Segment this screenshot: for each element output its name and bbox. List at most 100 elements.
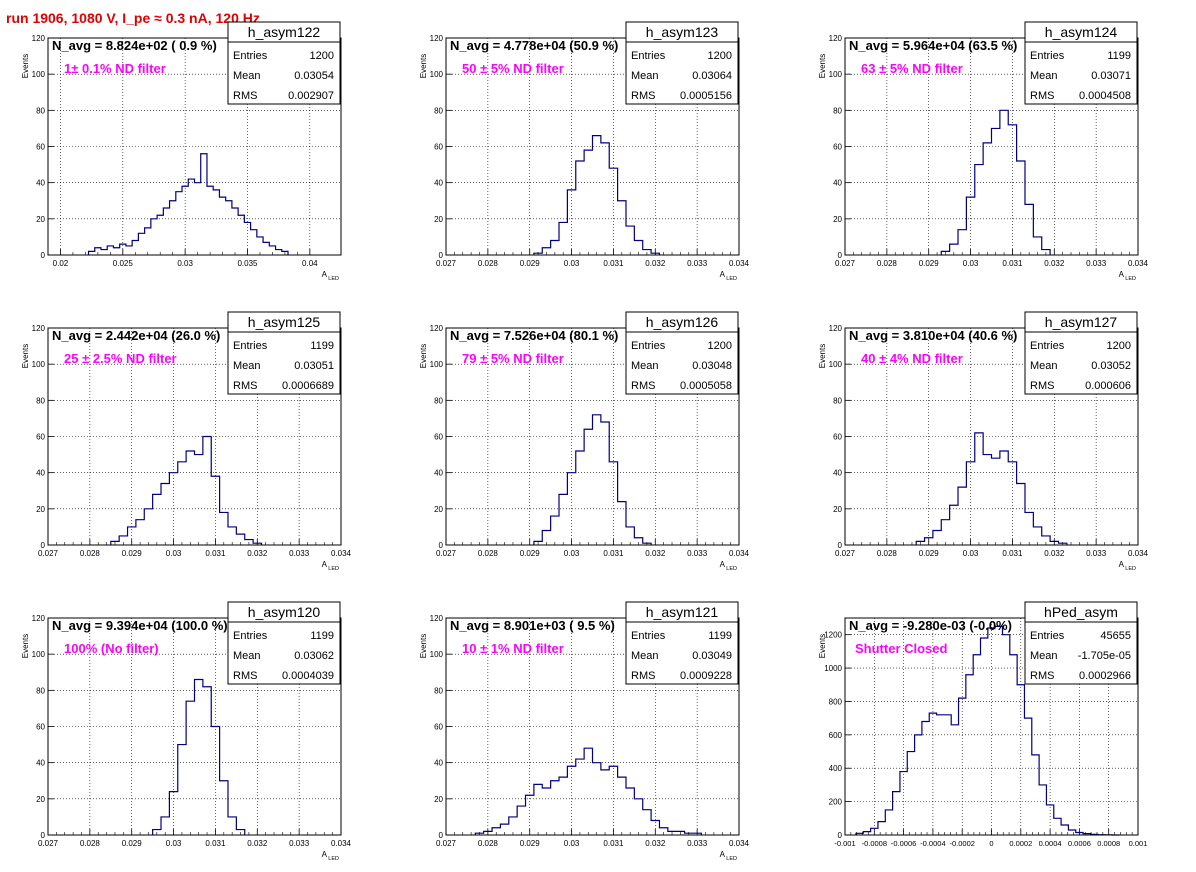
y-tick-label: 120 — [829, 34, 843, 43]
x-axis-label-subscript: LED — [726, 856, 737, 862]
x-tick-label: 0.033 — [289, 839, 310, 848]
x-tick-label: 0.028 — [877, 259, 898, 268]
y-tick-label: 0 — [838, 541, 843, 550]
x-axis-label: A — [322, 270, 328, 279]
stats-value: -1.705e-05 — [1078, 650, 1131, 662]
x-axis-label: A — [720, 560, 726, 569]
stats-label: RMS — [631, 670, 655, 682]
stats-value: 0.0004508 — [1079, 90, 1131, 102]
histogram-panel-h_asym121: 0.027 0.028 0.029 0.03 0.031 0.032 0.033 0.034 0… — [419, 601, 750, 862]
x-tick-label: 0.032 — [247, 549, 268, 558]
stats-value: 1199 — [1107, 50, 1131, 62]
navg-label: N_avg = 3.810e+04 (40.6 %) — [849, 328, 1017, 343]
stats-label: Entries — [233, 630, 268, 642]
y-tick-label: 60 — [36, 143, 45, 152]
histogram-panel-h_asym127: 0.027 0.028 0.029 0.03 0.031 0.032 0.033 0.034 0… — [818, 311, 1149, 572]
stats-label: RMS — [1030, 380, 1054, 392]
y-axis-label: Events — [419, 634, 428, 658]
stats-box — [227, 21, 341, 105]
histogram-series-h_asym126 — [533, 414, 652, 545]
y-tick-label: 600 — [829, 731, 843, 740]
stats-label: Mean — [1030, 650, 1058, 662]
x-tick-label: 0.032 — [645, 839, 666, 848]
stats-label: RMS — [631, 380, 655, 392]
stats-value: 0.0006689 — [282, 380, 334, 392]
filter-label: 63 ± 5% ND filter — [861, 61, 963, 76]
y-tick-label: 120 — [32, 614, 46, 623]
x-tick-label: 0.027 — [436, 259, 457, 268]
stats-label: RMS — [233, 670, 257, 682]
x-tick-label: -0.0002 — [949, 839, 974, 848]
histogram-panel-h_asym120: 0.027 0.028 0.029 0.03 0.031 0.032 0.033 0.034 0… — [21, 601, 352, 862]
navg-label: N_avg = 9.394e+04 (100.0 %) — [52, 618, 228, 633]
stats-value: 1200 — [310, 50, 334, 62]
x-tick-label: 0.031 — [205, 549, 226, 558]
x-tick-label: 0.03 — [166, 549, 182, 558]
x-tick-label: 0.029 — [122, 549, 143, 558]
x-tick-label: 0.027 — [835, 259, 856, 268]
stats-value: 0.03071 — [1091, 70, 1131, 82]
filter-label: 10 ± 1% ND filter — [462, 641, 564, 656]
stats-box — [625, 601, 739, 685]
navg-label: N_avg = 8.901e+03 ( 9.5 %) — [450, 618, 615, 633]
y-tick-label: 120 — [829, 324, 843, 333]
stats-label: Entries — [233, 50, 268, 62]
x-axis-label-subscript: LED — [328, 856, 339, 862]
x-tick-label: 0.028 — [877, 549, 898, 558]
x-tick-label: 0.033 — [687, 839, 708, 848]
stats-label: Mean — [631, 360, 659, 372]
y-tick-label: 20 — [434, 505, 443, 514]
x-tick-label: 0.029 — [919, 549, 940, 558]
x-tick-label: 0.034 — [331, 839, 352, 848]
stats-value: 0.03049 — [692, 650, 732, 662]
stats-value: 0.03062 — [294, 650, 334, 662]
y-tick-label: 100 — [430, 360, 444, 369]
stats-value: 0.03048 — [692, 360, 732, 372]
x-tick-label: 0.0006 — [1068, 839, 1091, 848]
navg-label: N_avg = 8.824e+02 ( 0.9 %) — [52, 38, 217, 53]
x-tick-label: 0.035 — [237, 259, 258, 268]
x-tick-label: 0.027 — [38, 549, 59, 558]
stats-label: RMS — [1030, 90, 1054, 102]
x-axis-label-subscript: LED — [726, 566, 737, 572]
histogram-series-h_asym124 — [940, 109, 1051, 255]
navg-label: N_avg = -9.280e-03 (-0.0%) — [849, 618, 1012, 633]
x-tick-label: 0.028 — [478, 549, 499, 558]
x-axis-label-subscript: LED — [328, 566, 339, 572]
y-tick-label: 80 — [833, 106, 842, 115]
y-tick-label: 120 — [430, 614, 444, 623]
y-tick-label: 20 — [434, 215, 443, 224]
y-tick-label: 0 — [41, 251, 46, 260]
histogram-panel-hPed_asym: -0.001 -0.0008 -0.0006 -0.0004 -0.0002 0 0.000… — [818, 601, 1147, 848]
y-tick-label: 60 — [833, 433, 842, 442]
y-tick-label: 0 — [41, 831, 46, 840]
x-axis-label: A — [1119, 270, 1125, 279]
stats-box — [227, 601, 341, 685]
histogram-name: h_asym120 — [248, 604, 321, 620]
stats-label: Entries — [631, 50, 666, 62]
y-tick-label: 80 — [36, 686, 45, 695]
x-tick-label: 0 — [989, 839, 993, 848]
y-tick-label: 100 — [829, 360, 843, 369]
stats-label: RMS — [631, 90, 655, 102]
histogram-series-hPed_asym — [855, 625, 1120, 836]
x-tick-label: 0.031 — [603, 839, 624, 848]
y-axis-label: Events — [818, 54, 827, 78]
y-tick-label: 1000 — [824, 664, 842, 673]
x-tick-label: 0.029 — [520, 259, 541, 268]
x-tick-label: 0.028 — [478, 839, 499, 848]
x-tick-label: -0.0008 — [862, 839, 887, 848]
x-tick-label: 0.032 — [1044, 549, 1065, 558]
y-tick-label: 100 — [32, 360, 46, 369]
x-tick-label: 0.031 — [1002, 549, 1023, 558]
x-axis-label-subscript: LED — [1125, 276, 1136, 282]
y-axis-label: Events — [21, 54, 30, 78]
y-tick-label: 100 — [32, 650, 46, 659]
y-tick-label: 40 — [833, 179, 842, 188]
navg-label: N_avg = 5.964e+04 (63.5 %) — [849, 38, 1017, 53]
x-tick-label: 0.03 — [564, 549, 580, 558]
stats-value: 45655 — [1100, 630, 1131, 642]
y-tick-label: 60 — [434, 723, 443, 732]
x-tick-label: 0.03 — [564, 259, 580, 268]
x-axis-label: A — [720, 270, 726, 279]
